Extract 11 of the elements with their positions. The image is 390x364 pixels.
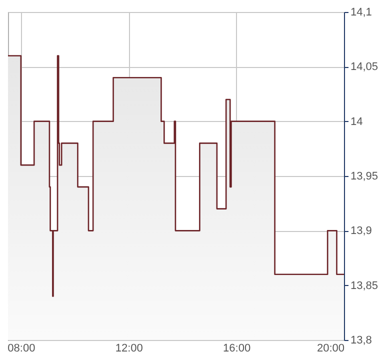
y-tick-label: 13,9 (350, 225, 372, 238)
y-tick-label: 13,95 (350, 170, 378, 182)
y-tick-label: 13,8 (350, 334, 372, 346)
y-tick-label: 14,1 (350, 6, 372, 18)
x-tick-label: 16:00 (223, 342, 251, 354)
y-tick-label: 13,85 (350, 280, 378, 292)
x-tick-label: 12:00 (115, 342, 143, 354)
y-tick-label: 14,05 (350, 61, 378, 74)
x-tick-label: 20:00 (316, 342, 344, 354)
y-tick-label: 14 (350, 116, 363, 128)
x-tick-label: 08:00 (8, 342, 36, 354)
